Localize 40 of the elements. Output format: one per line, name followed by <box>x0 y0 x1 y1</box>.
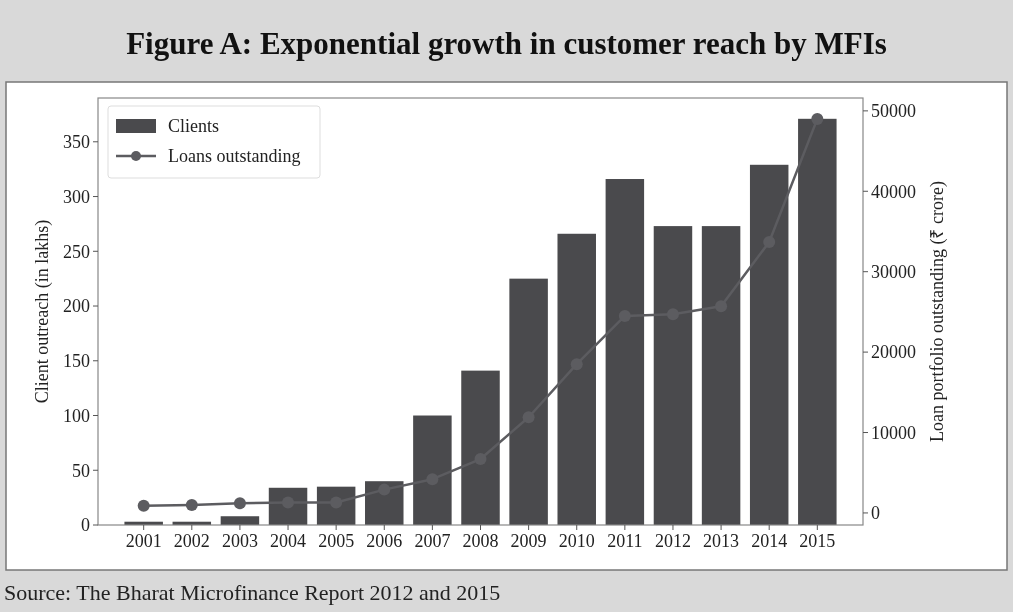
y2-tick-label: 20000 <box>871 342 916 363</box>
point <box>137 499 150 512</box>
y2-tick-label: 0 <box>871 503 880 524</box>
x-tick-label: 2011 <box>607 531 643 551</box>
x-tick-label: 2006 <box>366 531 403 551</box>
legend-label: Loans outstanding <box>168 146 301 167</box>
chart-title: Figure A: Exponential growth in customer reach by MFIs <box>126 26 887 61</box>
point <box>185 498 198 511</box>
point <box>811 112 824 125</box>
y-tick-label: 200 <box>63 296 90 317</box>
x-tick-label: 2010 <box>558 531 595 551</box>
y-tick-label: 350 <box>63 132 90 153</box>
y2-axis-title: Loan portfolio outstanding (₹ crore) <box>927 181 948 442</box>
x-tick-label: 2007 <box>414 531 451 551</box>
y-tick-label: 150 <box>63 351 90 372</box>
y-tick-label: 250 <box>63 241 90 262</box>
x-tick-label: 2002 <box>173 531 210 551</box>
point <box>378 483 391 496</box>
y-tick-label: 300 <box>63 186 90 207</box>
x-tick-label: 2013 <box>703 531 740 551</box>
x-tick-label: 2012 <box>654 531 691 551</box>
x-tick-label: 2014 <box>751 531 788 551</box>
x-tick-label: 2004 <box>270 531 307 551</box>
y2-tick-label: 50000 <box>871 101 916 122</box>
legend-label: Clients <box>168 116 220 137</box>
y2-tick-label: 10000 <box>871 422 916 443</box>
x-tick-label: 2008 <box>462 531 499 551</box>
y-axis-title: Client outreach (in lakhs) <box>32 219 53 404</box>
x-tick-label: 2009 <box>510 531 547 551</box>
source-note: Source: The Bharat Microfinance Report 2012 and 2015 <box>4 580 501 605</box>
y-tick-label: 0 <box>81 515 90 536</box>
y2-tick-label: 30000 <box>871 261 916 282</box>
x-tick-label: 2015 <box>799 531 836 551</box>
x-tick-label: 2003 <box>221 531 258 551</box>
x-tick-label: 2005 <box>318 531 355 551</box>
y-tick-label: 50 <box>72 460 90 481</box>
y2-tick-label: 40000 <box>871 181 916 202</box>
y-tick-label: 100 <box>63 405 90 426</box>
x-tick-label: 2001 <box>125 531 162 551</box>
point <box>233 497 246 510</box>
